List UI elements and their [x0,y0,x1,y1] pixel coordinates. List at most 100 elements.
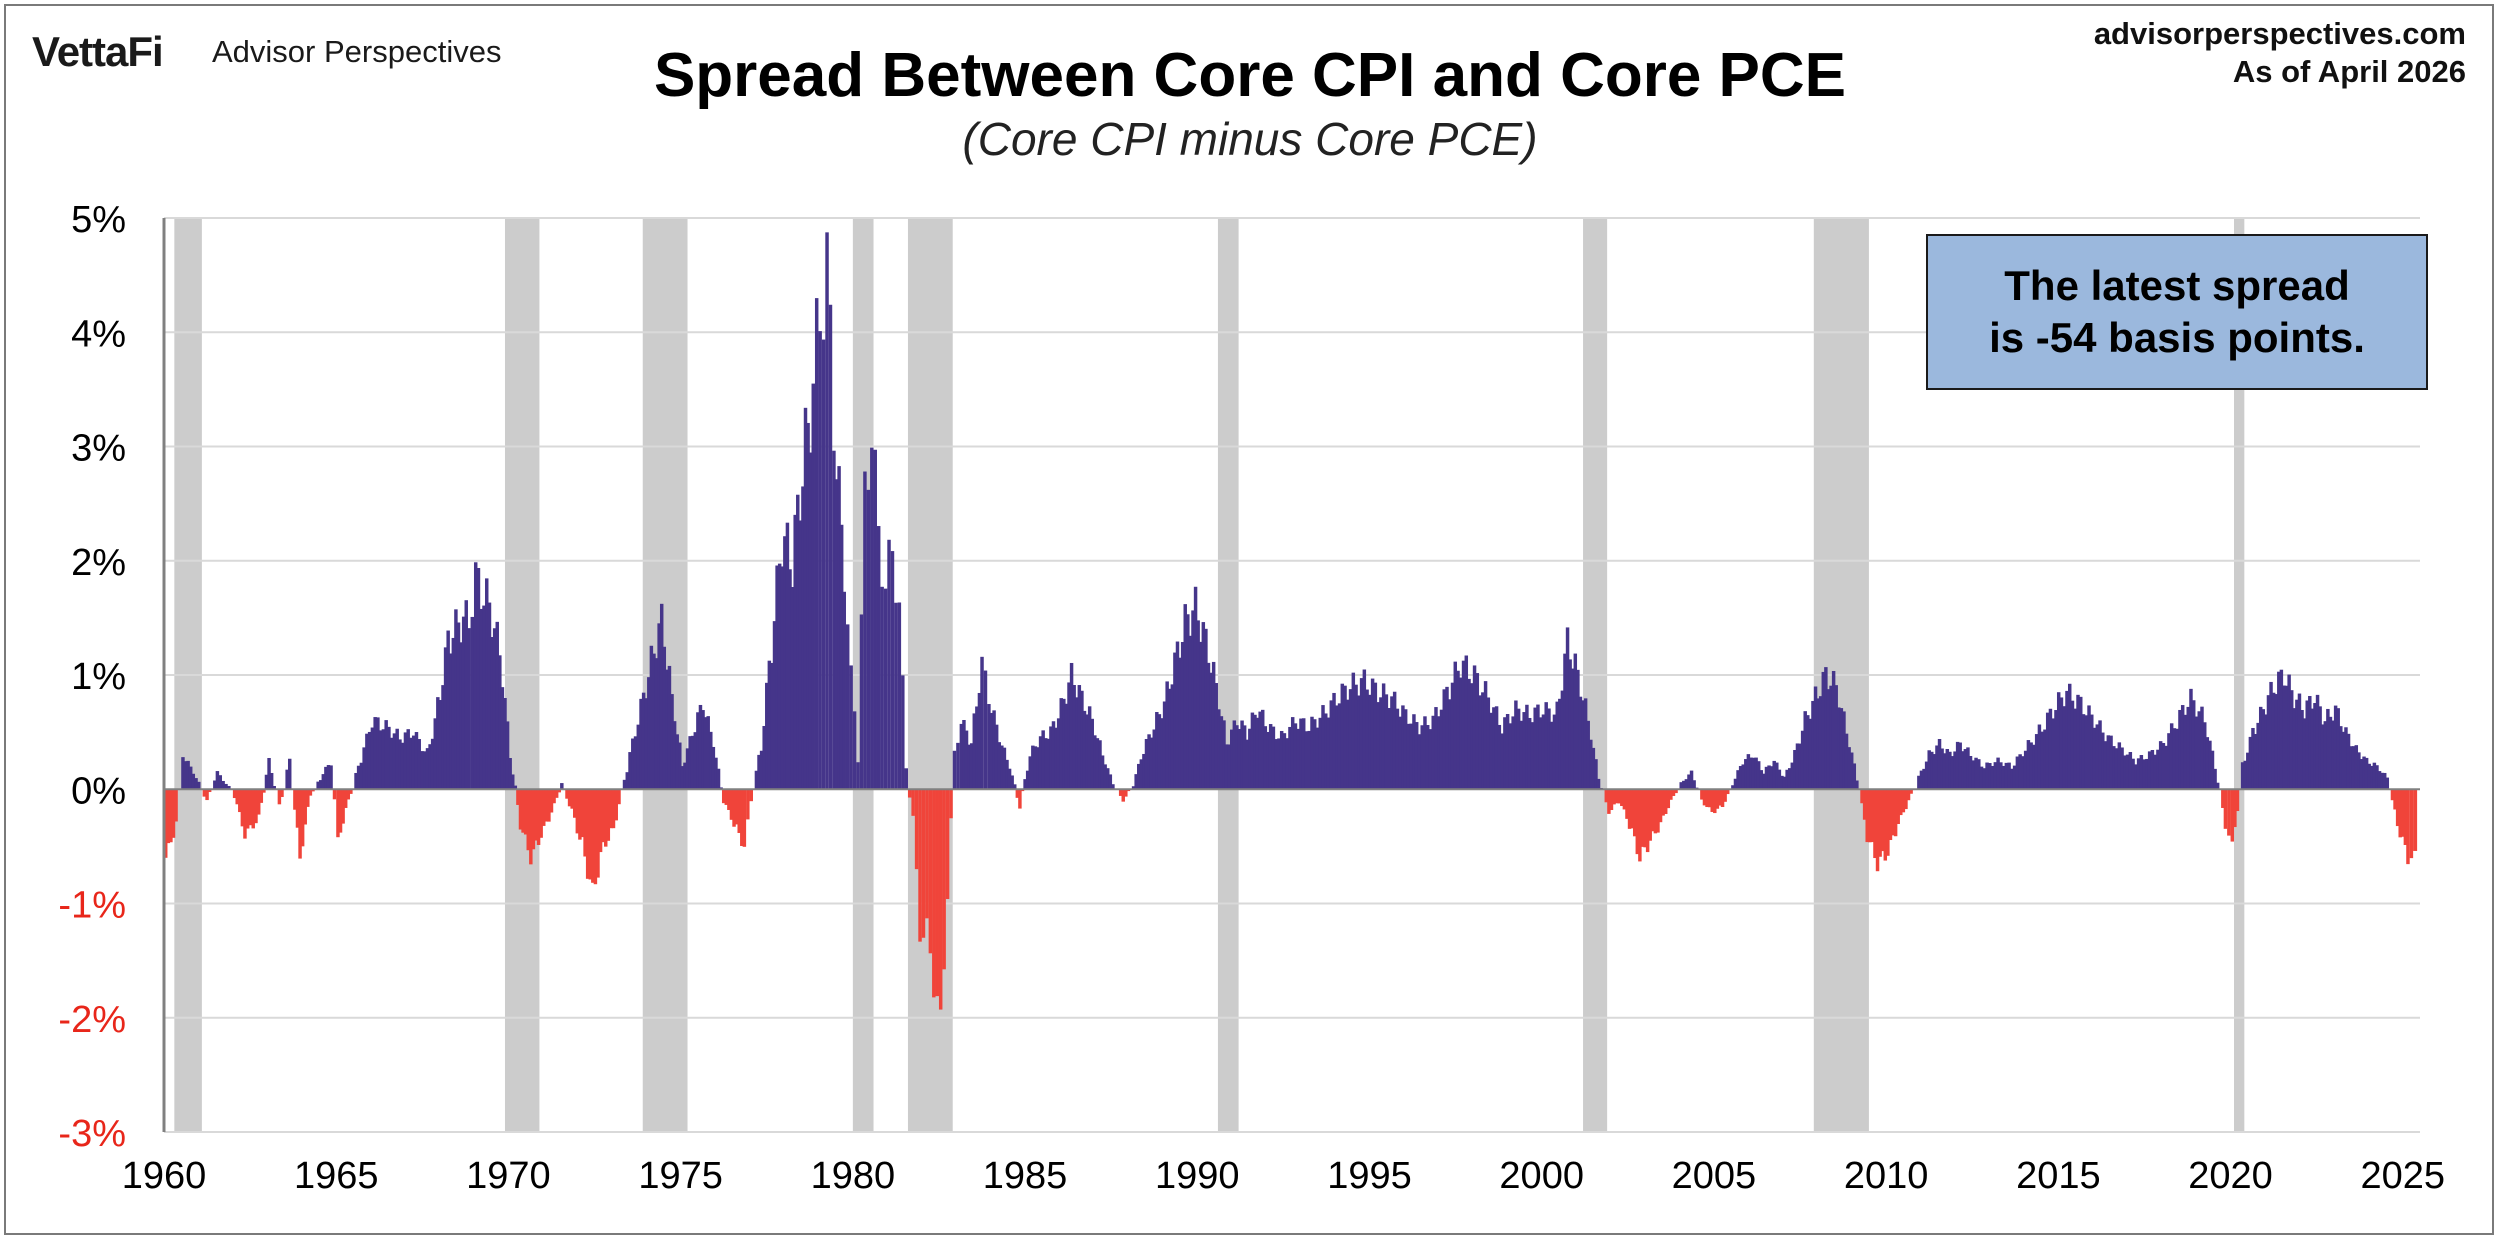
spread-bar [1609,789,1614,811]
spread-bar [1888,789,1893,841]
spread-bar [1453,661,1458,790]
spread-bar [1552,714,1557,790]
spread-bar [2012,765,2017,790]
spread-bar [716,768,721,790]
spread-bar [956,742,960,790]
spread-bar [1087,706,1092,790]
spread-bar [654,658,659,790]
spread-bar [1829,685,1833,790]
spread-bar [1054,727,1058,790]
spread-bar [690,735,695,790]
spread-bar [1222,720,1226,790]
spread-bar [479,608,483,790]
spread-bar [1940,748,1944,790]
spread-bar [1152,729,1156,790]
spread-bar [1046,738,1051,790]
spread-bar [2098,720,2102,790]
spread-bar [2354,745,2359,790]
spread-bar [1354,684,1358,790]
spread-bar [1056,718,1061,790]
spread-bar [1111,784,1115,790]
spread-bar [1800,730,1805,790]
spread-bar [1018,789,1022,809]
spread-bar [2161,743,2166,790]
spread-bar [1785,769,1789,790]
spread-bar [693,732,698,790]
spread-bar [1147,734,1151,790]
spread-bar [1762,773,1766,790]
spread-bar [2287,674,2291,790]
spread-bar [1340,683,1345,790]
spread-bar [1795,743,1800,790]
spread-bar [2393,789,2397,810]
spread-bar [240,789,245,827]
x-tick-label: 1990 [1155,1155,1240,1197]
spread-bar [1527,717,1532,790]
spread-bar [780,566,784,790]
spread-bar [876,526,881,790]
spread-bar [1036,747,1040,790]
spread-bar [169,789,173,843]
spread-bar [174,789,178,822]
spread-bar [1357,695,1361,790]
spread-bar [801,486,805,790]
spread-bar [1772,760,1776,790]
spread-bar [1304,731,1309,790]
spread-bar [1862,789,1867,820]
spread-bar [808,452,813,790]
x-tick-label: 1995 [1327,1155,1412,1197]
spread-bar [1700,789,1704,800]
y-tick-label: 2% [71,542,126,584]
spread-bar [224,783,228,790]
spread-bar [1581,700,1585,790]
spread-bar [2018,754,2022,790]
spread-bar [433,718,437,790]
spread-bar [1932,754,1937,790]
spread-bar [2059,697,2064,790]
spread-bar [508,758,512,790]
spread-bar [2189,688,2193,790]
spread-bar [1790,762,1795,790]
spread-bar [1217,709,1221,790]
spread-bar [1437,716,1441,790]
spread-bar [2186,706,2190,790]
spread-bar [303,789,307,825]
spread-bar [197,781,201,790]
spread-bar [1713,789,1717,814]
site-url[interactable]: advisorperspectives.com [2093,16,2466,51]
spread-bar [171,789,176,838]
spread-bar [1749,757,1753,790]
spread-bar [2331,720,2335,790]
spread-bar [311,789,315,792]
spread-bar [164,789,168,858]
x-tick-label: 2010 [1844,1155,1929,1197]
spread-bar [2279,669,2284,790]
vettafi-logo[interactable]: VettaFi [32,28,164,75]
spread-bar [1563,653,1567,790]
spread-bar [2213,768,2217,790]
spread-bar [636,724,641,790]
spread-bar [796,494,800,790]
as-of-date: As of April 2026 [2232,54,2466,89]
spread-bar [321,774,326,790]
spread-bar [521,789,525,833]
spread-bar [1373,682,1378,790]
spread-bar [1013,784,1017,790]
spread-bar [706,716,710,790]
spread-bar [557,789,561,793]
spread-bar [588,789,592,880]
spread-bar [1414,722,1419,790]
spread-bar [1837,707,1841,790]
spread-bar [1108,774,1113,790]
spread-bar [451,637,456,790]
spread-bar [1990,765,1995,790]
spread-bar [1492,707,1496,790]
spread-bar [2351,746,2356,790]
spread-bar [1669,789,1673,800]
spread-bar [516,789,520,805]
spread-bar [1191,610,1195,790]
spread-bar [1948,751,1952,790]
spread-bar [772,621,777,790]
spread-bar [1751,757,1756,790]
spread-bar [1335,705,1339,790]
